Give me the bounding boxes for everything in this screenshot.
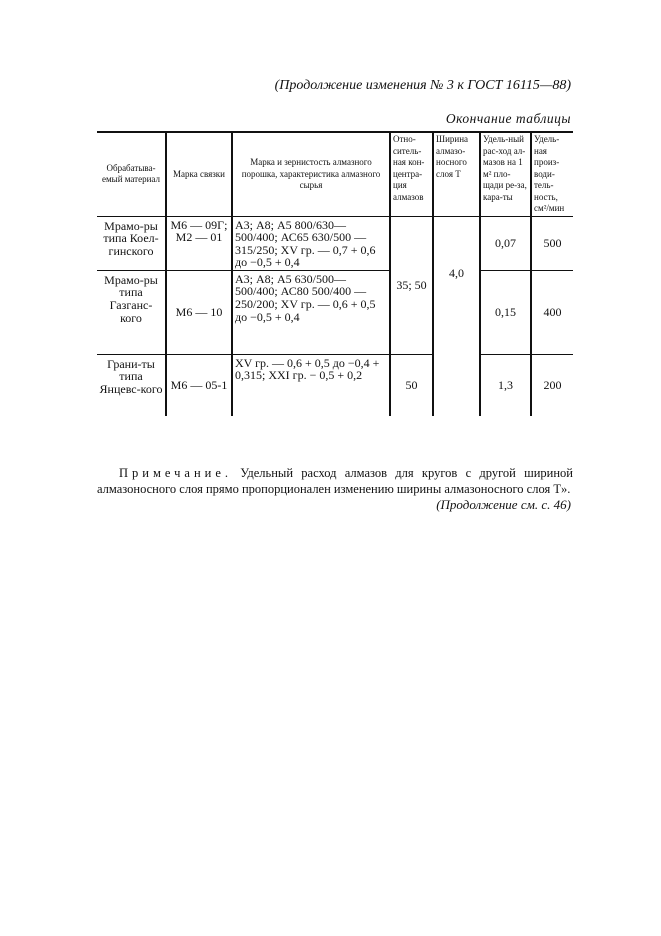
column-header: Удель-ная произ-води-тель-ность, см²/мин	[530, 131, 573, 217]
consumption-cell: 0,07	[479, 216, 531, 271]
column-header: Ширина алмазо-носного слоя T	[432, 131, 480, 217]
bond-cell: М6 — 05-1	[165, 354, 232, 417]
bond-cell: М6 — 10	[165, 270, 232, 355]
bond-cell: М6 — 09Г; М2 — 01	[165, 216, 232, 271]
table-row: Мрамо-ры типа Коел-гинского М6 — 09Г; М2…	[97, 216, 573, 417]
consumption-cell: 0,15	[479, 270, 531, 355]
concentration-cell: 50	[389, 354, 433, 417]
table-header-row: Обрабатыва-емый материал Марка связки Ма…	[97, 131, 573, 217]
table-row: Грани-ты типа Янцевс-кого М6 — 05-1 XV г…	[97, 354, 573, 417]
column-header: Отно-ситель-ная кон-центра-ция алмазов	[389, 131, 433, 217]
column-header: Марка и зернистость алмазного порошка, х…	[231, 131, 390, 217]
productivity-cell: 500	[530, 216, 573, 271]
continuation-note: (Продолжение см. с. 46)	[436, 497, 571, 512]
table-caption: Окончание таблицы	[445, 111, 571, 126]
consumption-cell: 1,3	[479, 354, 531, 417]
productivity-cell: 200	[530, 354, 573, 417]
note-label: Примечание.	[119, 466, 233, 480]
concentration-cell: 35; 50	[389, 216, 433, 355]
powder-cell: А3; А8; А5 630/500—500/400; АС80 500/400…	[231, 270, 390, 355]
productivity-cell: 400	[530, 270, 573, 355]
column-header: Марка связки	[165, 131, 232, 217]
powder-cell: XV гр. — 0,6 + 0,5 до −0,4 + 0,315; XXI …	[231, 354, 390, 417]
column-header: Удель-ный рас-ход ал-мазов на 1 м² пло-щ…	[479, 131, 531, 217]
material-cell: Мрамо-ры типа Газганс-кого	[97, 270, 166, 355]
column-header: Обрабатыва-емый материал	[97, 131, 166, 217]
material-cell: Грани-ты типа Янцевс-кого	[99, 356, 163, 397]
data-table: Обрабатыва-емый материал Марка связки Ма…	[97, 131, 573, 417]
powder-cell: А3; А8; А5 800/630—500/400; АС65 630/500…	[231, 216, 390, 271]
material-cell: Мрамо-ры типа Коел-гинского	[97, 216, 166, 271]
width-cell: 4,0	[432, 216, 480, 417]
note-text: Удельный расход алмазов для кругов с дру…	[97, 466, 573, 496]
page-header: (Продолжение изменения № 3 к ГОСТ 16115—…	[274, 78, 571, 93]
table-note: Примечание. Удельный расход алмазов для …	[97, 465, 573, 497]
table-row: Мрамо-ры типа Газганс-кого М6 — 10 А3; А…	[97, 270, 573, 355]
